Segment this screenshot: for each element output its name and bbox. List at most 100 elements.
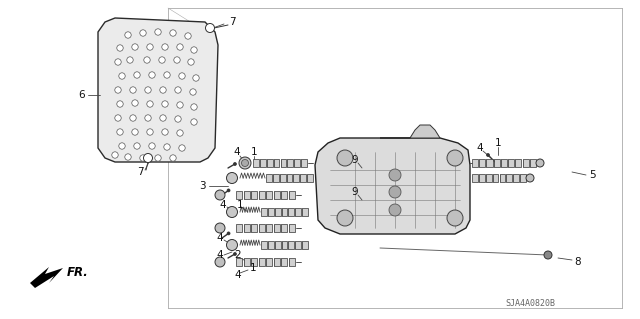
Text: 8: 8 (575, 257, 581, 267)
Circle shape (162, 129, 168, 135)
Circle shape (227, 240, 237, 250)
Circle shape (116, 45, 123, 51)
Text: 4: 4 (217, 250, 223, 260)
Text: 5: 5 (589, 170, 595, 180)
Bar (287, 159, 293, 167)
Bar (260, 159, 266, 167)
Circle shape (174, 57, 180, 63)
Polygon shape (380, 125, 440, 138)
Bar (522, 159, 529, 167)
Polygon shape (30, 267, 63, 288)
Circle shape (116, 101, 123, 107)
Circle shape (389, 169, 401, 181)
Bar (493, 159, 500, 167)
Bar (259, 224, 265, 232)
Circle shape (170, 155, 176, 161)
Circle shape (162, 44, 168, 50)
Circle shape (134, 72, 140, 78)
Circle shape (147, 44, 153, 50)
Circle shape (536, 159, 544, 167)
Text: 2: 2 (235, 250, 241, 260)
Bar (508, 159, 515, 167)
Text: 1: 1 (250, 263, 256, 273)
Bar (267, 159, 273, 167)
Bar (268, 208, 274, 216)
Circle shape (132, 129, 138, 135)
Circle shape (143, 153, 152, 162)
Bar (295, 241, 301, 249)
Bar (266, 174, 272, 182)
Bar (281, 191, 287, 199)
Bar (282, 241, 287, 249)
Text: 7: 7 (228, 17, 236, 27)
Bar (273, 224, 280, 232)
Circle shape (177, 130, 183, 136)
Circle shape (188, 59, 194, 65)
Bar (287, 174, 292, 182)
Circle shape (144, 57, 150, 63)
Bar (236, 191, 243, 199)
Circle shape (215, 223, 225, 233)
Circle shape (147, 101, 153, 107)
Circle shape (119, 143, 125, 149)
Bar (289, 191, 295, 199)
Circle shape (185, 33, 191, 39)
Circle shape (227, 189, 230, 192)
Circle shape (227, 173, 237, 183)
Circle shape (160, 115, 166, 121)
Circle shape (337, 150, 353, 166)
Circle shape (337, 210, 353, 226)
Circle shape (234, 253, 236, 256)
Bar (479, 159, 485, 167)
Circle shape (447, 210, 463, 226)
Circle shape (125, 154, 131, 160)
Bar (307, 174, 313, 182)
Bar (479, 174, 484, 182)
Bar (266, 224, 273, 232)
Text: 4: 4 (220, 200, 227, 210)
Bar (294, 159, 300, 167)
Circle shape (160, 87, 166, 93)
Circle shape (164, 72, 170, 78)
Circle shape (486, 153, 490, 157)
Text: 3: 3 (198, 181, 205, 191)
Text: 1: 1 (237, 200, 243, 210)
Circle shape (234, 162, 236, 166)
Circle shape (155, 155, 161, 161)
Circle shape (191, 119, 197, 125)
Bar (501, 159, 507, 167)
Bar (499, 174, 506, 182)
Circle shape (145, 115, 151, 121)
Bar (493, 174, 499, 182)
Circle shape (115, 87, 121, 93)
Bar (295, 208, 301, 216)
Bar (293, 174, 300, 182)
Circle shape (544, 251, 552, 259)
Circle shape (134, 143, 140, 149)
Circle shape (130, 115, 136, 121)
Circle shape (164, 144, 170, 150)
Polygon shape (98, 18, 218, 162)
Circle shape (227, 232, 230, 235)
Bar (261, 208, 267, 216)
Bar (282, 208, 287, 216)
Text: 1: 1 (495, 138, 501, 148)
Text: 7: 7 (137, 167, 143, 177)
Circle shape (116, 129, 123, 135)
Text: FR.: FR. (67, 266, 89, 279)
Text: 4: 4 (477, 143, 483, 153)
Circle shape (241, 160, 248, 167)
Bar (259, 258, 265, 266)
Text: SJA4A0820B: SJA4A0820B (505, 299, 555, 308)
Bar (280, 174, 285, 182)
Circle shape (140, 155, 146, 161)
Polygon shape (315, 138, 470, 234)
Bar (300, 174, 306, 182)
Circle shape (239, 157, 251, 169)
Bar (275, 241, 280, 249)
Circle shape (389, 186, 401, 198)
Bar (301, 159, 307, 167)
Bar (266, 258, 273, 266)
Text: 4: 4 (217, 233, 223, 243)
Bar (253, 159, 259, 167)
